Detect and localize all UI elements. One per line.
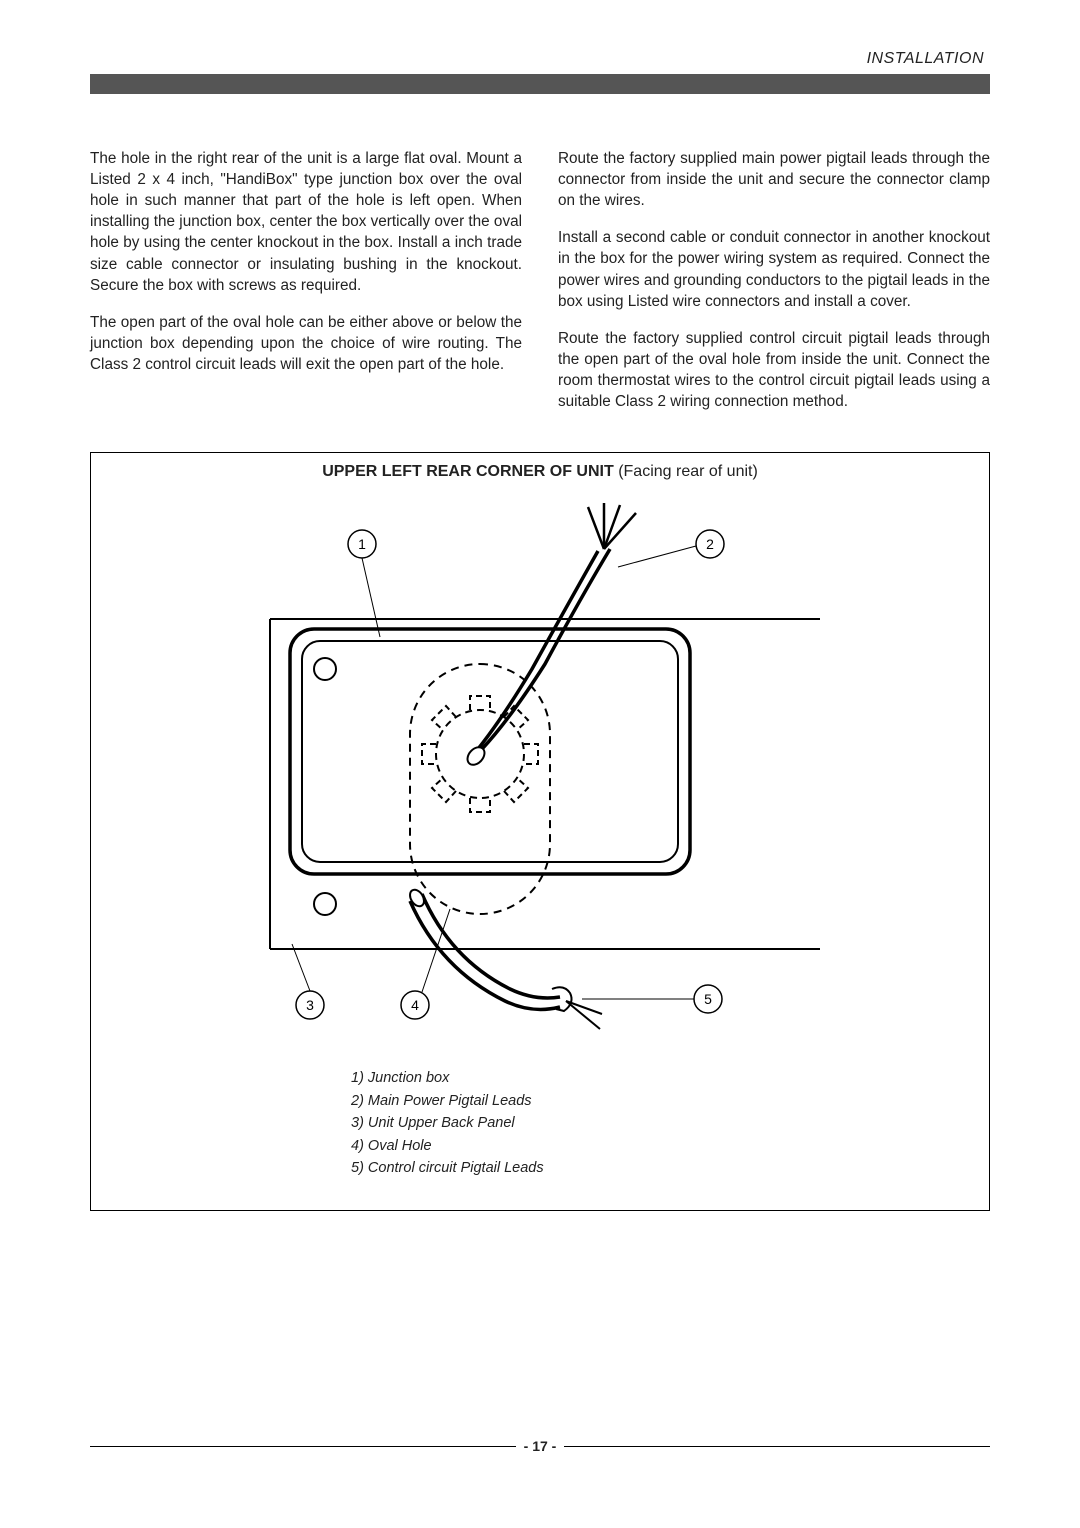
paragraph: Route the factory supplied main power pi… (558, 148, 990, 211)
junction-box-inner (302, 641, 678, 862)
legend-item: 2) Main Power Pigtail Leads (351, 1090, 969, 1112)
callout-1: 1 (348, 530, 380, 637)
back-panel (270, 619, 820, 949)
paragraph: Install a second cable or conduit connec… (558, 227, 990, 311)
svg-text:5: 5 (704, 991, 712, 1007)
mounting-hole (314, 893, 336, 915)
wiring-diagram: 1 2 3 4 (150, 489, 930, 1049)
page: INSTALLATION The hole in the right rear … (0, 0, 1080, 1528)
footer-rule (90, 1446, 516, 1447)
junction-box-outer (290, 629, 690, 874)
control-circuit-pigtail (407, 887, 602, 1029)
svg-text:1: 1 (358, 536, 366, 552)
svg-text:4: 4 (411, 997, 419, 1013)
paragraph: The open part of the oval hole can be ei… (90, 312, 522, 375)
figure-legend: 1) Junction box 2) Main Power Pigtail Le… (351, 1067, 969, 1179)
legend-item: 1) Junction box (351, 1067, 969, 1089)
body-columns: The hole in the right rear of the unit i… (90, 148, 990, 428)
figure-title-bold: UPPER LEFT REAR CORNER OF UNIT (322, 463, 614, 480)
figure-box: UPPER LEFT REAR CORNER OF UNIT (Facing r… (90, 452, 990, 1210)
section-label: INSTALLATION (90, 50, 990, 68)
svg-text:2: 2 (706, 536, 714, 552)
oval-hole (410, 664, 550, 914)
legend-item: 3) Unit Upper Back Panel (351, 1112, 969, 1134)
legend-item: 5) Control circuit Pigtail Leads (351, 1157, 969, 1179)
right-column: Route the factory supplied main power pi… (558, 148, 990, 428)
legend-item: 4) Oval Hole (351, 1135, 969, 1157)
callout-3: 3 (292, 944, 324, 1019)
callout-4: 4 (401, 909, 450, 1019)
left-column: The hole in the right rear of the unit i… (90, 148, 522, 428)
diagram-wrap: 1 2 3 4 (111, 489, 969, 1049)
page-footer: - 17 - (90, 1438, 990, 1454)
paragraph: The hole in the right rear of the unit i… (90, 148, 522, 296)
callout-5: 5 (582, 985, 722, 1013)
header-bar (90, 74, 990, 94)
svg-text:3: 3 (306, 997, 314, 1013)
figure-title: UPPER LEFT REAR CORNER OF UNIT (Facing r… (111, 463, 969, 481)
footer-rule (564, 1446, 990, 1447)
page-number: - 17 - (516, 1438, 565, 1454)
mounting-hole (314, 658, 336, 680)
paragraph: Route the factory supplied control circu… (558, 328, 990, 412)
figure-title-plain: (Facing rear of unit) (614, 463, 758, 480)
callout-2: 2 (618, 530, 724, 567)
